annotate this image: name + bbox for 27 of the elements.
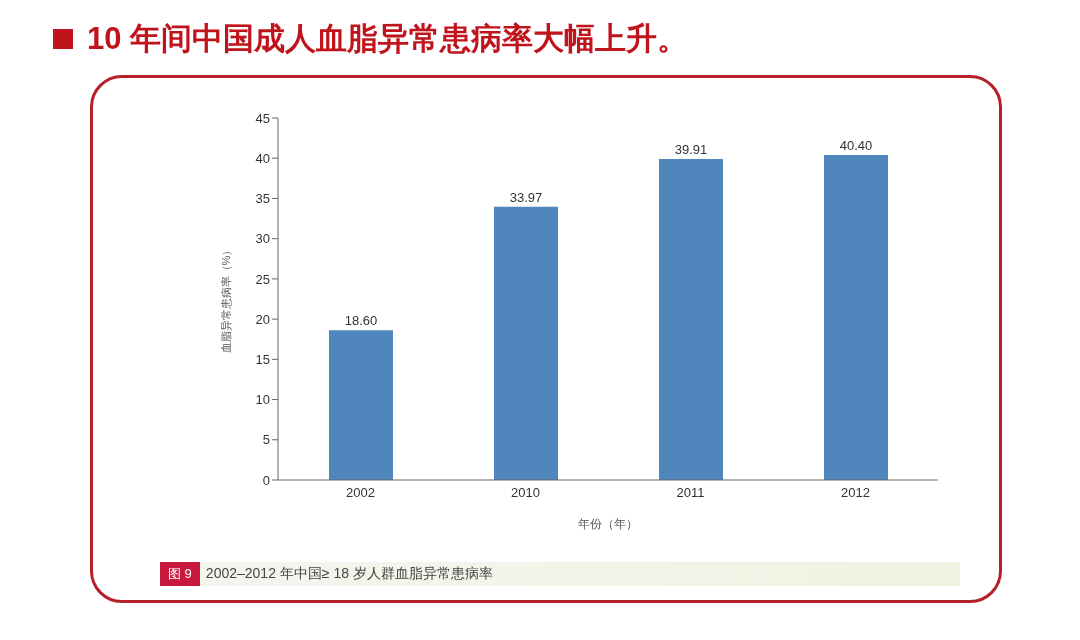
y-axis-title: 血脂异常患病率（%） (219, 244, 232, 354)
caption: 图 9 (160, 562, 200, 586)
x-tick-label: 2010 (511, 485, 540, 501)
bar (824, 155, 888, 480)
y-tick-label: 10 (255, 392, 270, 408)
data-label: 39.91 (674, 141, 708, 157)
bar (659, 158, 723, 480)
y-tick-label: 0 (262, 472, 270, 488)
bar (494, 206, 558, 480)
data-label: 18.60 (344, 313, 378, 329)
chart-title: 10 年间中国成人血脂异常患病率大幅上升。 (87, 20, 689, 58)
y-tick-label: 30 (255, 231, 270, 247)
x-tick-label: 2002 (346, 485, 375, 501)
data-label: 33.97 (509, 189, 543, 205)
x-tick-label: 2011 (676, 485, 705, 501)
y-tick-label: 40 (255, 150, 270, 166)
text: 2002–2012 年中国≥ 18 岁人群血脂异常患病率 (205, 565, 493, 583)
y-tick-label: 35 (255, 191, 270, 207)
x-axis-title: 年份（年） (578, 517, 638, 531)
bar (329, 330, 393, 480)
y-tick-label: 15 (255, 351, 270, 367)
data-label: 40.40 (839, 138, 873, 153)
y-tick-label: 5 (262, 432, 270, 448)
x-tick-label: 2012 (841, 485, 870, 501)
y-tick-label: 20 (255, 311, 270, 327)
y-tick-label: 25 (255, 271, 270, 287)
y-tick-label: 45 (255, 110, 270, 126)
